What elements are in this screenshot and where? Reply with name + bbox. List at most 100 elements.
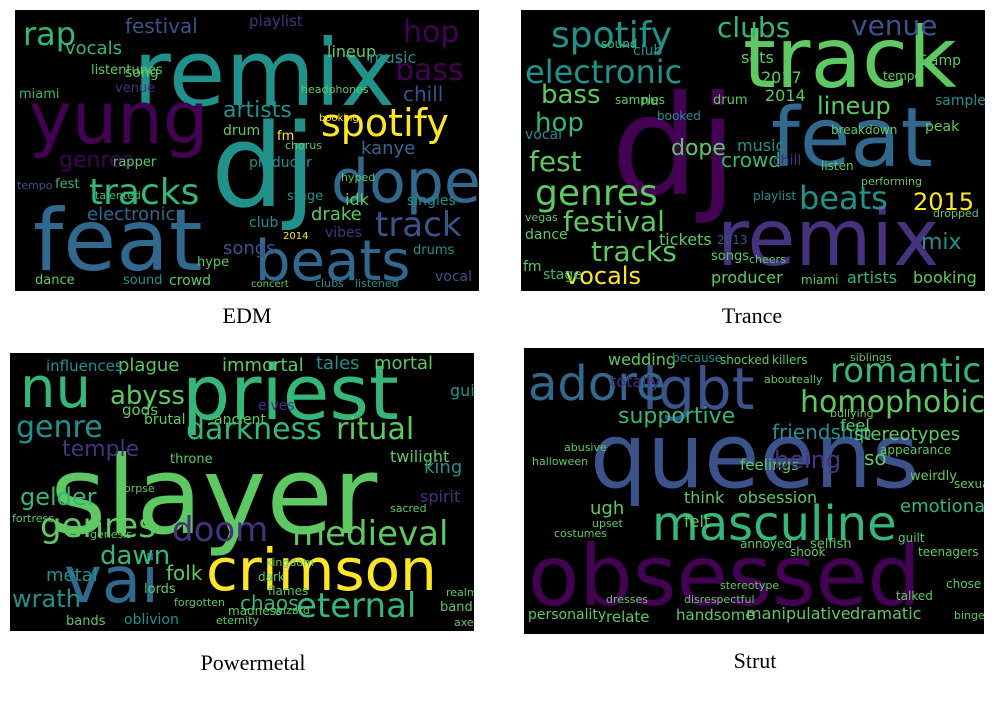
cloud-word: weirdly bbox=[910, 469, 957, 484]
cloud-word: tracks bbox=[89, 172, 200, 213]
cloud-word: peak bbox=[925, 119, 960, 135]
cloud-word: handsome bbox=[676, 606, 755, 624]
cloud-word: sexuality bbox=[954, 477, 984, 491]
cloud-word: electronic bbox=[525, 53, 683, 91]
cloud-word: beats bbox=[799, 179, 888, 217]
cloud-word: hop bbox=[403, 15, 460, 50]
cloud-word: artists bbox=[223, 98, 292, 123]
cloud-word: chaos bbox=[240, 591, 299, 615]
cloud-word: spotify bbox=[551, 15, 673, 56]
cloud-word: music bbox=[369, 48, 417, 67]
cloud-word: romantic bbox=[830, 351, 982, 391]
cloud-word: temple bbox=[62, 437, 140, 462]
cloud-word: dawn bbox=[100, 541, 171, 571]
cloud-word: dj bbox=[611, 66, 737, 227]
cloud-word: dramatic bbox=[850, 604, 922, 623]
cloud-word: doom bbox=[172, 510, 269, 550]
cloud-word: hyped bbox=[341, 171, 376, 184]
cloud-word: drum bbox=[713, 93, 748, 108]
cloud-word: vocal bbox=[525, 127, 563, 143]
cloud-word: forgotten bbox=[174, 596, 226, 609]
cloud-word: festival bbox=[563, 205, 665, 238]
cloud-word: club bbox=[249, 215, 279, 231]
cloud-word: festival bbox=[125, 14, 198, 38]
cloud-word: miami bbox=[801, 273, 839, 287]
cloud-word: king bbox=[424, 457, 463, 478]
cloud-word: feat bbox=[771, 91, 933, 186]
cloud-word: think bbox=[684, 488, 725, 507]
cloud-word: fest bbox=[529, 145, 582, 178]
cloud-word: samples bbox=[615, 93, 665, 107]
cloud-word: guitar bbox=[450, 381, 474, 400]
cloud-word: beats bbox=[255, 229, 411, 291]
cloud-word: producer bbox=[711, 268, 783, 287]
cloud-word: stage bbox=[543, 267, 582, 283]
cloud-word: singles bbox=[407, 193, 456, 209]
cloud-word: ritual bbox=[336, 412, 415, 447]
cloud-word: band bbox=[440, 600, 473, 615]
wordcloud-powermetal: slayer priest nu crimson vai eternal dar… bbox=[10, 353, 474, 631]
cloud-word: venue bbox=[851, 10, 938, 42]
cloud-word: twilight bbox=[390, 447, 450, 466]
cloud-word: emotional bbox=[900, 496, 984, 517]
cloud-word: venue bbox=[115, 81, 156, 96]
cloud-word: shocked bbox=[720, 353, 770, 367]
cloud-word: binge bbox=[954, 609, 984, 622]
cloud-word: really bbox=[792, 373, 823, 386]
cloud-word: annoyed bbox=[740, 537, 793, 551]
cloud-word: dance bbox=[525, 227, 568, 243]
cloud-word: feelings bbox=[740, 456, 799, 474]
cloud-word: personality bbox=[528, 607, 607, 623]
cloud-word: costumes bbox=[554, 527, 608, 540]
cloud-word: homophobic bbox=[800, 385, 984, 420]
cloud-word: lineup bbox=[327, 42, 377, 61]
cloud-word: supportive bbox=[618, 404, 736, 429]
cloud-word: clubs bbox=[315, 277, 344, 290]
cloud-word: remix bbox=[717, 194, 940, 284]
wordcloud-strut: queens obsessed lgbt masculine adore rom… bbox=[524, 348, 984, 634]
cloud-word: adore bbox=[528, 356, 666, 412]
cloud-word: fm bbox=[523, 259, 542, 275]
cloud-word: dropped bbox=[933, 207, 979, 220]
cloud-word: hype bbox=[197, 255, 230, 270]
cloud-word: remix bbox=[133, 20, 396, 127]
cloud-word: lords bbox=[144, 582, 176, 597]
cloud-word: idk bbox=[345, 190, 369, 209]
cloud-word: metal bbox=[46, 565, 98, 586]
cloud-word: halloween bbox=[532, 455, 589, 468]
cloud-word: vocal bbox=[435, 269, 473, 285]
cloud-word: priest bbox=[182, 353, 399, 437]
cloud-word: drum bbox=[223, 123, 261, 139]
cloud-word: friendship bbox=[772, 420, 872, 444]
cloud-word: disrespectful bbox=[684, 593, 755, 606]
cloud-word: producer bbox=[249, 155, 312, 171]
cloud-word: plague bbox=[118, 355, 180, 376]
cloud-word: eternity bbox=[216, 614, 260, 627]
cloud-word: listentunes bbox=[91, 63, 163, 78]
cloud-word: dance bbox=[35, 273, 75, 288]
cloud-word: being bbox=[774, 446, 842, 474]
cloud-word: vai bbox=[64, 544, 159, 618]
cloud-word: so bbox=[864, 446, 887, 470]
cloud-word: track bbox=[743, 10, 957, 107]
cloud-word: miami bbox=[19, 87, 60, 102]
cloud-word: eternal bbox=[296, 586, 417, 626]
cloud-word: madness bbox=[228, 604, 283, 618]
cloud-word: dope bbox=[671, 136, 726, 161]
cloud-word: club bbox=[633, 43, 663, 59]
cloud-word: sets bbox=[741, 48, 774, 67]
cloud-word: abusive bbox=[564, 441, 607, 454]
cloud-word: tempo bbox=[17, 179, 53, 192]
cloud-word: killers bbox=[772, 353, 808, 367]
cloud-word: crimson bbox=[206, 536, 437, 604]
cloud-word: 2015 bbox=[913, 188, 975, 216]
cloud-word: medieval bbox=[292, 514, 449, 554]
cloud-word: vocals bbox=[65, 38, 122, 59]
cloud-word: nu bbox=[641, 93, 659, 109]
cloud-word: kanye bbox=[361, 138, 416, 159]
cloud-word: drake bbox=[311, 204, 362, 225]
cloud-word: axe bbox=[454, 616, 474, 629]
caption-powermetal: Powermetal bbox=[200, 650, 306, 675]
cloud-word: queens bbox=[590, 404, 919, 509]
cloud-word: artists bbox=[847, 268, 898, 287]
